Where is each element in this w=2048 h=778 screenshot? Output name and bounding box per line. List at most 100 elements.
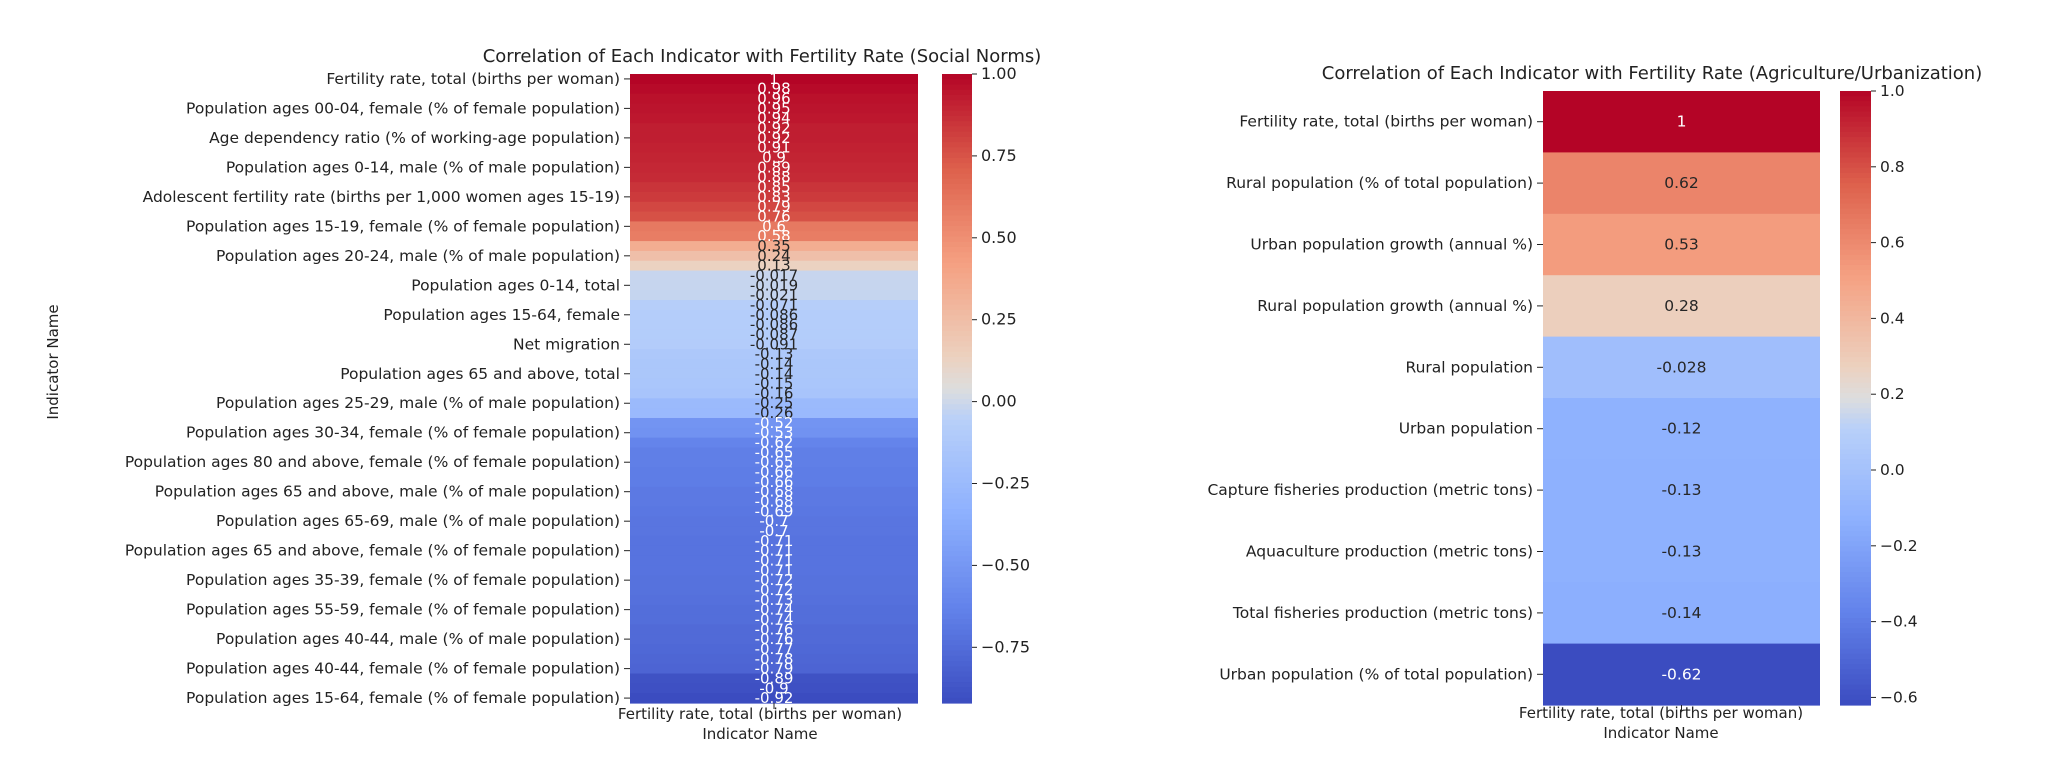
colorbar-segment bbox=[1840, 285, 1871, 292]
colorbar-segment bbox=[1840, 275, 1871, 281]
colorbar-segment bbox=[942, 110, 972, 117]
colorbar-segment bbox=[942, 697, 972, 704]
colorbar-segment bbox=[1840, 111, 1871, 118]
row-label: Population ages 40-44, male (% of male p… bbox=[216, 630, 620, 648]
colorbar-segment bbox=[1840, 531, 1871, 537]
colorbar-tick-label: 0.2 bbox=[1880, 385, 1905, 403]
heatmap-cell bbox=[630, 575, 918, 586]
heatmap-cell bbox=[630, 132, 918, 144]
row-label: Population ages 25-29, male (% of male p… bbox=[216, 394, 620, 412]
colorbar-segment bbox=[1840, 612, 1871, 619]
cell-value-label: -0.12 bbox=[1661, 420, 1701, 438]
heatmap-cells bbox=[630, 74, 918, 704]
colorbar-segment bbox=[942, 231, 972, 238]
colorbar-segment bbox=[942, 278, 972, 285]
cell-value-label: 0.95 bbox=[757, 99, 790, 117]
heatmap-cell bbox=[1543, 582, 1820, 645]
colorbar-segment bbox=[942, 545, 972, 552]
heatmap-cell bbox=[1543, 336, 1820, 399]
colorbar-segment bbox=[1840, 346, 1871, 353]
colorbar-segment bbox=[942, 294, 972, 300]
colorbar-segment bbox=[1840, 126, 1871, 133]
colorbar-segment bbox=[942, 419, 972, 426]
heatmap-cell bbox=[630, 162, 918, 173]
colorbar-tick-label: −0.25 bbox=[981, 474, 1030, 493]
colorbar-segment bbox=[1840, 172, 1871, 179]
x-tick-label: Fertility rate, total (births per woman) bbox=[1519, 704, 1803, 722]
colorbar-tick-label: 0.0 bbox=[1880, 461, 1905, 479]
colorbar-segment bbox=[1840, 300, 1871, 307]
colorbar-segment bbox=[942, 194, 972, 201]
colorbar-segment bbox=[1840, 259, 1871, 266]
colorbar-segment bbox=[1840, 254, 1871, 261]
colorbar-segment bbox=[1840, 464, 1871, 471]
colorbar-segment bbox=[942, 168, 972, 175]
colorbar-segment bbox=[1840, 403, 1871, 409]
colorbar-segment bbox=[942, 131, 972, 138]
colorbar-segment bbox=[1840, 341, 1871, 348]
colorbar-segment bbox=[942, 530, 972, 536]
cell-value-label: 0.28 bbox=[1664, 297, 1699, 315]
colorbar-segment bbox=[942, 336, 972, 342]
heatmap-cell bbox=[630, 594, 918, 606]
colorbar-segment bbox=[1840, 234, 1871, 240]
colorbar-segment bbox=[942, 619, 972, 625]
colorbar-segment bbox=[1840, 392, 1871, 399]
cell-value-label: 0.88 bbox=[757, 168, 790, 186]
row-label: Urban population (% of total population) bbox=[1219, 665, 1533, 683]
colorbar-segment bbox=[942, 393, 972, 400]
heatmap-cell bbox=[630, 103, 918, 114]
cell-value-label: -0.72 bbox=[755, 571, 794, 589]
row-label: Population ages 15-19, female (% of fema… bbox=[186, 217, 620, 235]
colorbar-segment bbox=[942, 477, 972, 484]
cell-value-label: -0.71 bbox=[755, 542, 794, 560]
colorbar-segment bbox=[942, 189, 972, 196]
colorbar-segment bbox=[1840, 305, 1871, 312]
row-label: Population ages 35-39, female (% of fema… bbox=[186, 571, 620, 589]
colorbar-segment bbox=[942, 587, 972, 594]
colorbar-segment bbox=[1840, 106, 1871, 113]
cell-value-label: -0.68 bbox=[755, 493, 794, 511]
heatmap-cell bbox=[630, 388, 918, 399]
heatmap-cell bbox=[630, 250, 918, 262]
row-label: Population ages 65 and above, male (% of… bbox=[155, 483, 620, 501]
colorbar-segment bbox=[942, 645, 972, 652]
row-label: Population ages 00-04, female (% of fema… bbox=[186, 99, 620, 117]
cell-value-label: -0.087 bbox=[750, 325, 798, 343]
colorbar-tick-label: 0.00 bbox=[981, 392, 1017, 411]
colorbar-segment bbox=[1840, 290, 1871, 297]
colorbar-segment bbox=[942, 378, 972, 384]
colorbar-segment bbox=[942, 341, 972, 348]
x-axis-label: Indicator Name bbox=[702, 725, 817, 743]
colorbar-segment bbox=[1840, 121, 1871, 128]
colorbar-segment bbox=[1840, 193, 1871, 200]
colorbar-segment bbox=[942, 304, 972, 311]
colorbar-segment bbox=[942, 540, 972, 547]
colorbar-segment bbox=[1840, 607, 1871, 614]
agriculture-urbanization-heatmap: Correlation of Each Indicator with Ferti… bbox=[1207, 63, 1982, 742]
colorbar-segment bbox=[942, 446, 972, 452]
heatmap-cell bbox=[630, 221, 918, 232]
heatmap-cell bbox=[630, 182, 918, 193]
heatmap-cell bbox=[630, 496, 918, 508]
colorbar-segment bbox=[1840, 500, 1871, 507]
colorbar-segment bbox=[1840, 382, 1871, 389]
colorbar-segment bbox=[1840, 408, 1871, 414]
heatmap-cell bbox=[630, 241, 918, 252]
cell-value-label: 0.89 bbox=[757, 158, 790, 176]
colorbar-segment bbox=[1840, 577, 1871, 583]
chart-title: Correlation of Each Indicator with Ferti… bbox=[483, 46, 1042, 67]
colorbar-segment bbox=[1840, 433, 1871, 440]
row-label: Population ages 65 and above, female (% … bbox=[125, 542, 620, 560]
row-label: Rural population growth (annual %) bbox=[1257, 297, 1533, 315]
colorbar-segment bbox=[1840, 525, 1871, 532]
cell-annotations: 1 0.62 0.53 0.28 -0.028 -0.12 -0.13 -0.13 -0.14 -… bbox=[1657, 113, 1707, 684]
row-label: Age dependency ratio (% of working-age p… bbox=[209, 129, 620, 147]
colorbar-segment bbox=[942, 687, 972, 694]
colorbar-segment bbox=[942, 288, 972, 295]
colorbar-segment bbox=[942, 425, 972, 432]
colorbar-segment bbox=[1840, 203, 1871, 210]
colorbar-segment bbox=[1840, 423, 1871, 430]
cell-value-label: -0.086 bbox=[750, 306, 798, 324]
colorbar-segment bbox=[1840, 643, 1871, 650]
